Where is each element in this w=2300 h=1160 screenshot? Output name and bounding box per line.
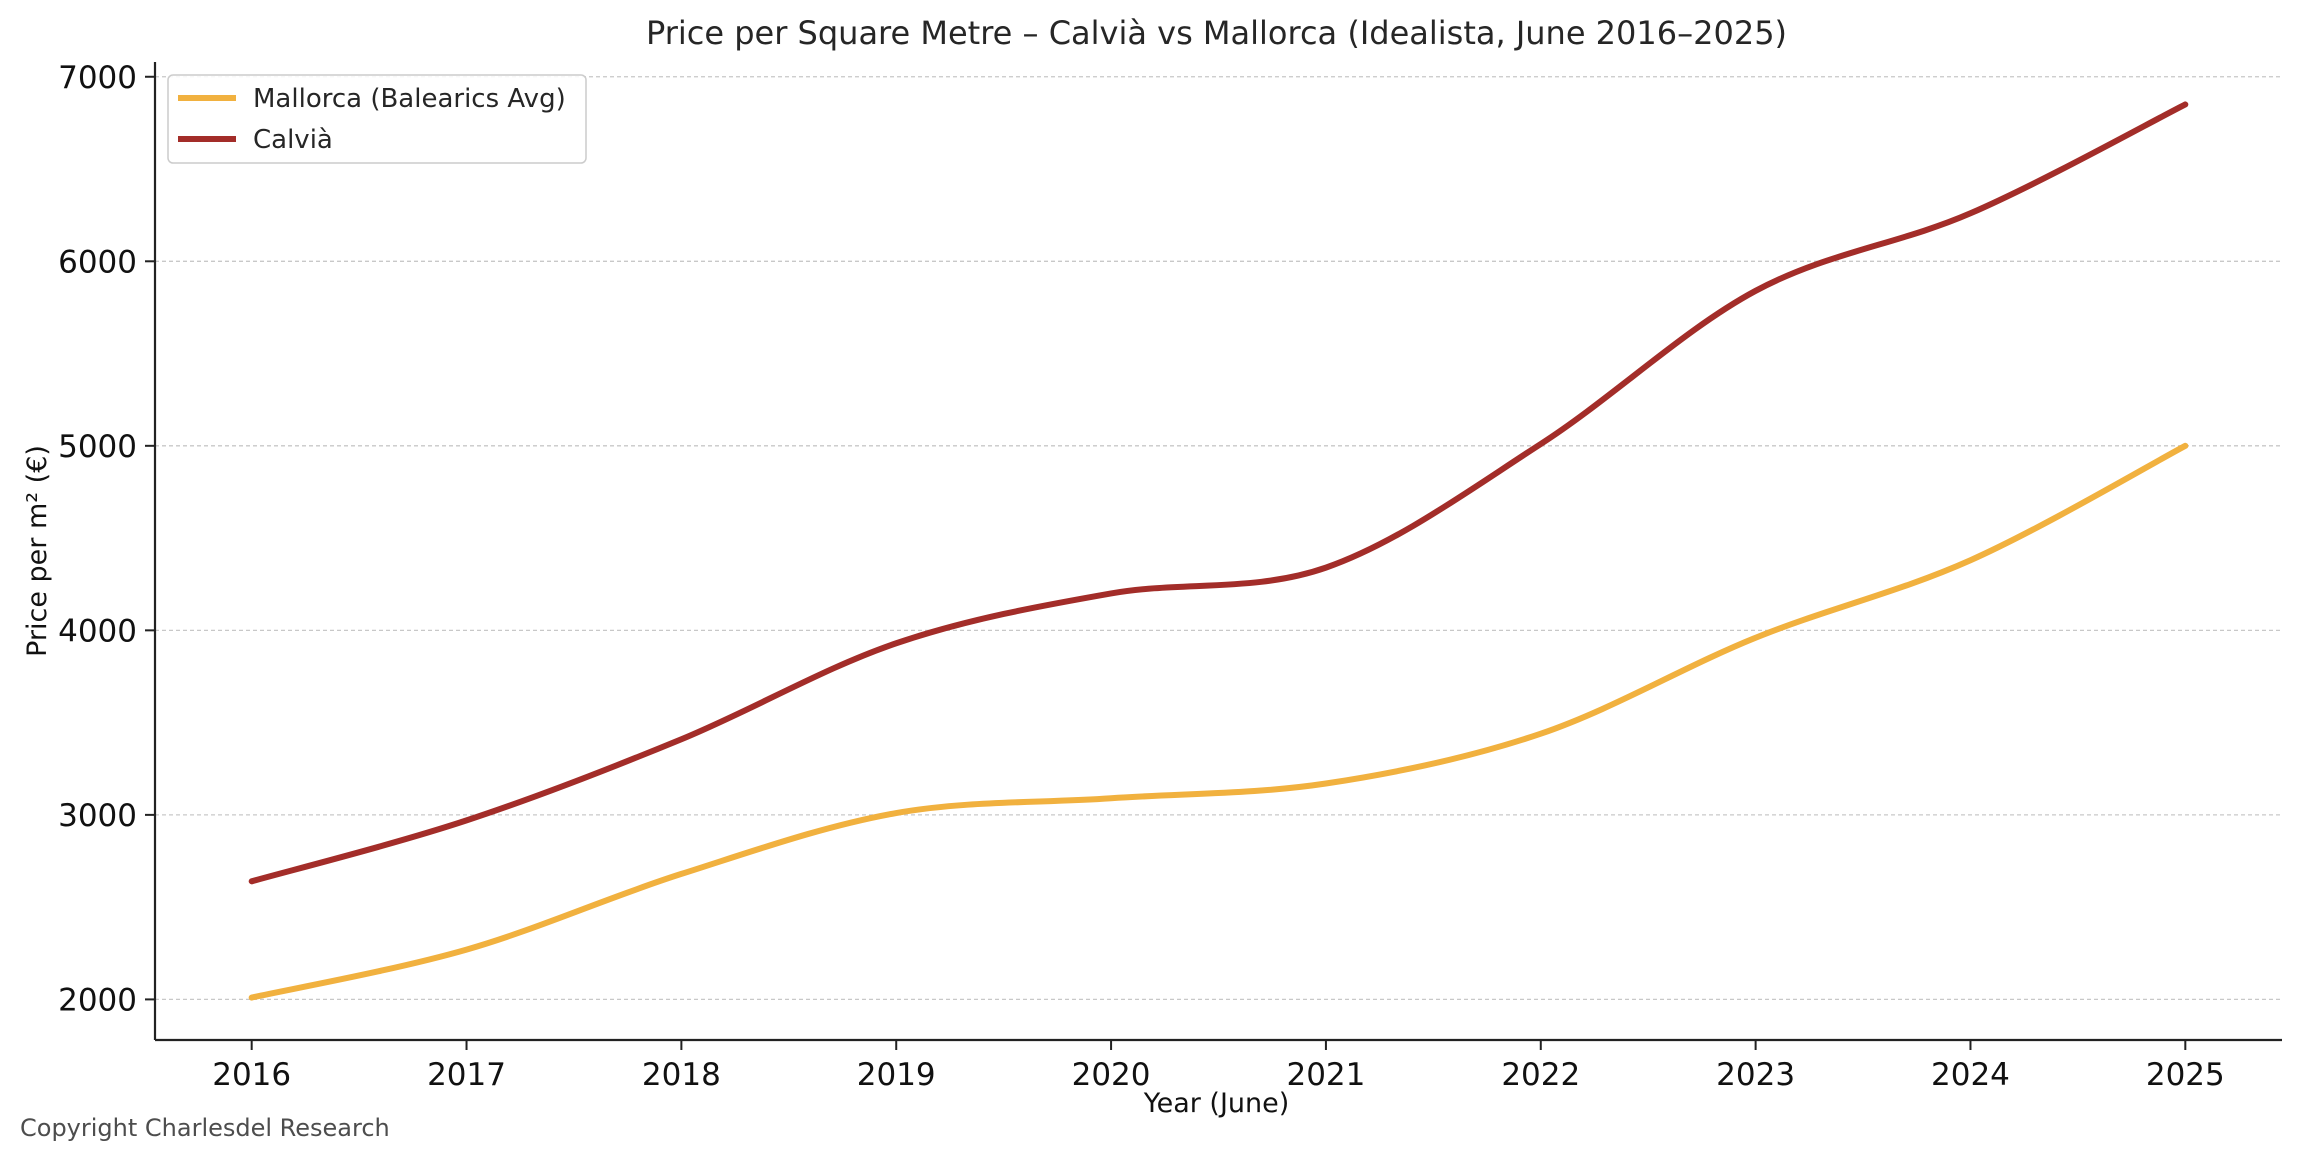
x-tick-label: 2020 — [1072, 1057, 1151, 1093]
copyright-text: Copyright Charlesdel Research — [20, 1114, 390, 1142]
series-lines — [248, 101, 2189, 1001]
x-tick-label: 2016 — [212, 1057, 291, 1093]
x-tick-label: 2022 — [1501, 1057, 1580, 1093]
gridlines — [155, 76, 2282, 1001]
axis-labels: 2000 3000 4000 5000 6000 7000 2016 2017 2018 2019… — [22, 14, 2225, 1119]
y-axis-label: Price per m² (€) — [22, 445, 53, 657]
chart-title: Price per Square Metre – Calvià vs Mallo… — [646, 14, 1787, 52]
x-tick-label: 2021 — [1286, 1057, 1365, 1093]
legend: Mallorca (Balearics Avg) Calvià — [167, 74, 587, 164]
legend-box — [167, 74, 587, 164]
y-tick-label: 5000 — [58, 429, 137, 465]
x-tick-label: 2017 — [427, 1057, 506, 1093]
y-tick-label: 6000 — [58, 244, 137, 280]
y-tick-label: 7000 — [58, 60, 137, 96]
y-tick-label: 2000 — [58, 982, 137, 1018]
axes — [145, 62, 2282, 1050]
x-tick-label: 2019 — [857, 1057, 936, 1093]
x-tick-label: 2023 — [1716, 1057, 1795, 1093]
y-tick-label: 4000 — [58, 613, 137, 649]
x-tick-label: 2018 — [642, 1057, 721, 1093]
y-tick-label: 3000 — [58, 798, 137, 834]
series-line-calvi — [248, 101, 2189, 885]
x-tick-label: 2025 — [2146, 1057, 2225, 1093]
series-line-mallorca-balearics-avg — [248, 442, 2189, 1001]
x-tick-label: 2024 — [1931, 1057, 2010, 1093]
legend-label: Mallorca (Balearics Avg) — [253, 84, 566, 114]
x-axis-label: Year (June) — [1143, 1088, 1290, 1119]
legend-label: Calvià — [253, 125, 333, 155]
